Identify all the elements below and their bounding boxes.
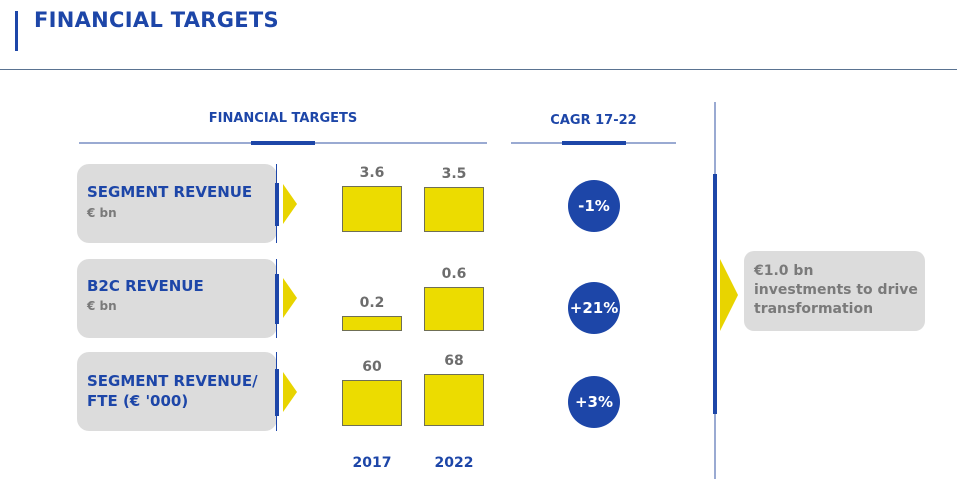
segment-revenue-label: SEGMENT REVENUE [87,183,253,201]
bar-2022 [424,287,484,331]
page-title: FINANCIAL TARGETS [34,8,279,32]
row-divider-accent [275,274,279,324]
bar-2017 [342,316,402,331]
b2c-revenue-unit: € bn [87,299,117,313]
financial-targets-underline-accent [251,141,315,145]
arrow-right-icon [283,278,297,318]
bar-value-label: 68 [444,353,464,369]
cagr-badge-segment-revenue: -1% [568,180,620,232]
arrow-right-icon [720,259,738,331]
cagr-badge-b2c-revenue: +21% [568,282,620,334]
segment-revenue-fte-label-line2: FTE (€ '000) [87,392,189,410]
segment-revenue-fte-label-line1: SEGMENT REVENUE/ [87,372,258,390]
bar-value-label: 0.6 [441,266,467,282]
bar-2017 [342,186,402,232]
investment-text: €1.0 bn investments to drive transformat… [754,262,918,319]
arrow-right-icon [283,372,297,412]
year-label-2022: 2022 [434,455,474,471]
row-divider-accent [275,369,279,416]
bar-value-label: 3.6 [359,165,385,181]
segment-revenue-fte-label-box: SEGMENT REVENUE/ FTE (€ '000) [77,352,277,431]
vertical-divider-accent [713,174,717,414]
financial-targets-header: FINANCIAL TARGETS [208,111,358,126]
investment-amount: €1.0 bn [754,263,814,279]
year-label-2017: 2017 [352,455,392,471]
bar-2022 [424,374,484,426]
bar-value-label: 0.2 [359,295,385,312]
title-accent-bar [15,11,18,51]
bar-value-label: 3.5 [441,166,467,183]
cagr-header: CAGR 17-22 [550,113,637,128]
investment-box: €1.0 bn investments to drive transformat… [744,251,925,331]
bar-value-label: 60 [362,359,382,376]
arrow-right-icon [283,184,297,224]
row-divider-accent [275,183,279,226]
bar-2022 [424,187,484,232]
header-divider [0,69,957,70]
cagr-underline-accent [562,141,626,145]
investment-desc-line2: transformation [754,301,874,317]
b2c-revenue-label: B2C REVENUE [87,277,204,295]
segment-revenue-label-box: SEGMENT REVENUE € bn [77,164,277,243]
bar-2017 [342,380,402,426]
investment-desc-line1: investments to drive [754,282,918,298]
segment-revenue-unit: € bn [87,206,117,220]
b2c-revenue-label-box: B2C REVENUE € bn [77,259,277,338]
cagr-badge-revenue-per-fte: +3% [568,376,620,428]
